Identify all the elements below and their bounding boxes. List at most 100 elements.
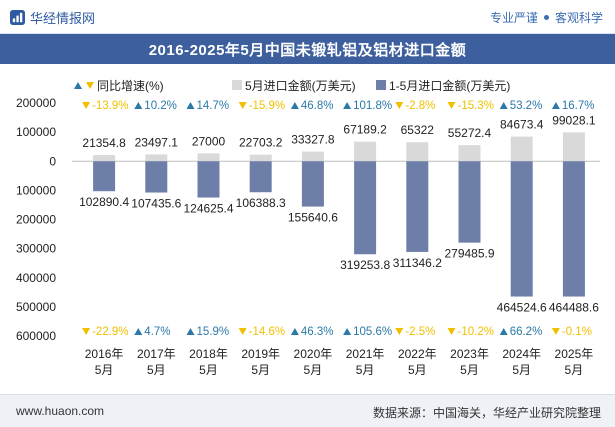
footer: www.huaon.com 数据来源：中国海关，华经产业研究院整理 <box>0 394 615 427</box>
cumulative-growth-label-up-triangle-icon <box>134 328 143 335</box>
y-tick-label: 300000 <box>16 242 56 256</box>
chart-area: 同比增速(%) 5月进口金额(万美元) 1-5月进口金额(万美元) 200000 100… <box>16 78 600 377</box>
monthly-growth-label: -15.9% <box>249 100 285 112</box>
legend-cumulative-swatch <box>376 80 386 90</box>
monthly-growth-label: 101.8% <box>353 100 392 112</box>
cumulative-value-label: 311346.2 <box>393 256 442 270</box>
x-tick-label: 2019年 5月 <box>241 347 280 377</box>
huajing-logo-icon <box>10 9 25 25</box>
monthly-bar <box>406 142 429 162</box>
x-tick-label: 2025年 5月 <box>555 347 594 377</box>
chart-title: 2016-2025年5月中国未锻轧铝及铝材进口金额 <box>148 41 467 59</box>
cumulative-value-label: 107435.6 <box>131 197 181 211</box>
y-tick-label: 100000 <box>16 125 56 139</box>
monthly-growth-label-up-triangle-icon <box>134 102 143 109</box>
slogan: 专业严谨 客观科学 <box>490 8 603 26</box>
cumulative-bar <box>562 161 585 297</box>
cumulative-bar <box>354 161 377 255</box>
legend-monthly-swatch <box>232 80 242 90</box>
x-tick-label: 2024年 5月 <box>502 347 541 377</box>
cumulative-growth-label: -2.5% <box>405 326 435 338</box>
cumulative-value-label: 155640.6 <box>288 211 338 225</box>
cumulative-bar <box>301 161 324 207</box>
y-tick-label: 200000 <box>16 213 56 227</box>
cumulative-growth-label: -10.2% <box>458 326 494 338</box>
cumulative-growth-label: -0.1% <box>562 326 592 338</box>
monthly-bar <box>197 153 220 162</box>
monthly-growth-label: 10.2% <box>144 100 177 112</box>
cumulative-bar <box>406 161 429 252</box>
y-tick-label: 600000 <box>16 329 56 343</box>
x-tick-label: 2017年 5月 <box>137 347 176 377</box>
y-tick-label: 200000 <box>16 96 56 110</box>
cumulative-bar <box>197 161 220 198</box>
cumulative-value-label: 319253.8 <box>340 258 390 272</box>
monthly-growth-label: 53.2% <box>510 100 543 112</box>
monthly-growth-label-down-triangle-icon <box>82 102 91 109</box>
cumulative-growth-label: 105.6% <box>353 326 392 338</box>
monthly-value-label: 99028.1 <box>552 113 596 127</box>
cumulative-growth-label-down-triangle-icon <box>395 328 404 335</box>
cumulative-bar <box>249 161 272 193</box>
monthly-growth-label: -15.3% <box>458 100 494 112</box>
cumulative-growth-label: 46.3% <box>301 326 334 338</box>
monthly-value-label: 84673.4 <box>500 118 544 132</box>
monthly-bar <box>510 136 533 162</box>
cumulative-growth-label-up-triangle-icon <box>499 328 508 335</box>
monthly-value-label: 22703.2 <box>239 136 283 150</box>
cumulative-bar <box>510 161 533 297</box>
monthly-growth-label: -13.9% <box>92 100 128 112</box>
cumulative-growth-label: -14.6% <box>249 326 285 338</box>
monthly-value-label: 65322 <box>401 123 435 137</box>
monthly-growth-label-down-triangle-icon <box>395 102 404 109</box>
brand[interactable]: 华经情报网 <box>10 8 95 26</box>
cumulative-value-label: 464524.6 <box>497 301 547 315</box>
slogan-dot-icon <box>543 14 549 20</box>
y-tick-label: 100000 <box>16 183 56 197</box>
cumulative-value-label: 106388.3 <box>236 196 286 210</box>
monthly-value-label: 67189.2 <box>343 123 387 137</box>
cumulative-growth-label-down-triangle-icon <box>447 328 456 335</box>
x-tick-label: 2020年 5月 <box>294 347 333 377</box>
monthly-bar <box>562 132 585 162</box>
legend-growth-label: 同比增速(%) <box>97 79 164 93</box>
monthly-growth-label: -2.8% <box>405 100 435 112</box>
cumulative-growth-label-up-triangle-icon <box>290 328 299 335</box>
monthly-value-label: 27000 <box>192 134 226 148</box>
cumulative-value-label: 464488.6 <box>549 301 599 315</box>
cumulative-bar <box>458 161 481 243</box>
cumulative-growth-label-down-triangle-icon <box>82 328 91 335</box>
monthly-bar <box>145 154 168 162</box>
header-bar: 华经情报网 专业严谨 客观科学 <box>0 0 615 34</box>
cumulative-growth-label: -22.9% <box>92 326 128 338</box>
x-tick-label: 2018年 5月 <box>189 347 228 377</box>
cumulative-growth-label-down-triangle-icon <box>551 328 560 335</box>
cumulative-growth-label: 66.2% <box>510 326 543 338</box>
legend-cumulative-label: 1-5月进口金额(万美元) <box>389 78 510 93</box>
y-tick-label: 400000 <box>16 271 56 285</box>
cumulative-growth-label-up-triangle-icon <box>186 328 195 335</box>
cumulative-value-label: 102890.4 <box>79 195 129 209</box>
monthly-growth-label: 46.8% <box>301 100 334 112</box>
cumulative-growth-label: 4.7% <box>144 326 170 338</box>
slogan-left: 专业严谨 <box>489 10 538 25</box>
monthly-bar <box>93 155 116 162</box>
cumulative-growth-label-down-triangle-icon <box>238 328 247 335</box>
monthly-value-label: 21354.8 <box>82 136 126 150</box>
x-tick-label: 2022年 5月 <box>398 347 437 377</box>
brand-name: 华经情报网 <box>30 10 96 26</box>
chart-title-bar: 2016-2025年5月中国未锻轧铝及铝材进口金额 <box>0 34 615 64</box>
monthly-growth-label-up-triangle-icon <box>551 102 560 109</box>
cumulative-value-label: 279485.9 <box>444 247 494 261</box>
cumulative-bar <box>145 161 168 193</box>
monthly-growth-label-up-triangle-icon <box>499 102 508 109</box>
legend-monthly-label: 5月进口金额(万美元) <box>245 78 356 93</box>
y-tick-label: 0 <box>49 154 56 168</box>
monthly-growth-label-up-triangle-icon <box>343 102 352 109</box>
footer-website[interactable]: www.huaon.com <box>16 404 105 418</box>
monthly-value-label: 23497.1 <box>135 135 179 149</box>
monthly-value-label: 55272.4 <box>448 126 492 140</box>
cumulative-value-label: 124625.4 <box>183 202 233 216</box>
monthly-growth-label: 14.7% <box>197 100 230 112</box>
legend-down-triangle-icon <box>86 82 94 89</box>
